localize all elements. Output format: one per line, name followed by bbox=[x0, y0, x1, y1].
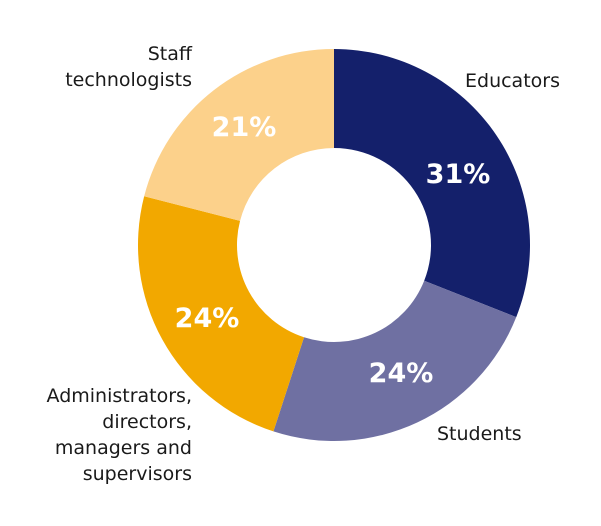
donut-slice-educators bbox=[334, 49, 531, 318]
administrators-label-line-1: Administrators, bbox=[47, 385, 192, 407]
students-label: Students bbox=[437, 423, 522, 445]
donut-slices bbox=[137, 49, 531, 441]
administrators-label-line-3: managers and bbox=[55, 437, 192, 459]
staff-technologists-label: Staff technologists bbox=[65, 43, 193, 91]
educators-label: Educators bbox=[465, 70, 560, 92]
administrators-label-line-4: supervisors bbox=[83, 463, 192, 485]
students-percent-label: 24% bbox=[369, 358, 434, 389]
donut-slice-staff bbox=[144, 49, 334, 221]
donut-slice-students bbox=[273, 280, 517, 441]
administrators-label-line-2: directors, bbox=[102, 411, 192, 433]
donut-slice-administrators bbox=[137, 196, 305, 432]
staff-technologists-label-line-2: technologists bbox=[65, 69, 192, 91]
educators-percent-label: 31% bbox=[426, 159, 491, 190]
administrators-percent-label: 24% bbox=[175, 303, 240, 334]
staff-technologists-label-line-1: Staff bbox=[148, 43, 193, 65]
staff-technologists-percent-label: 21% bbox=[212, 112, 277, 143]
administrators-label: Administrators, directors, managers and … bbox=[47, 385, 192, 485]
